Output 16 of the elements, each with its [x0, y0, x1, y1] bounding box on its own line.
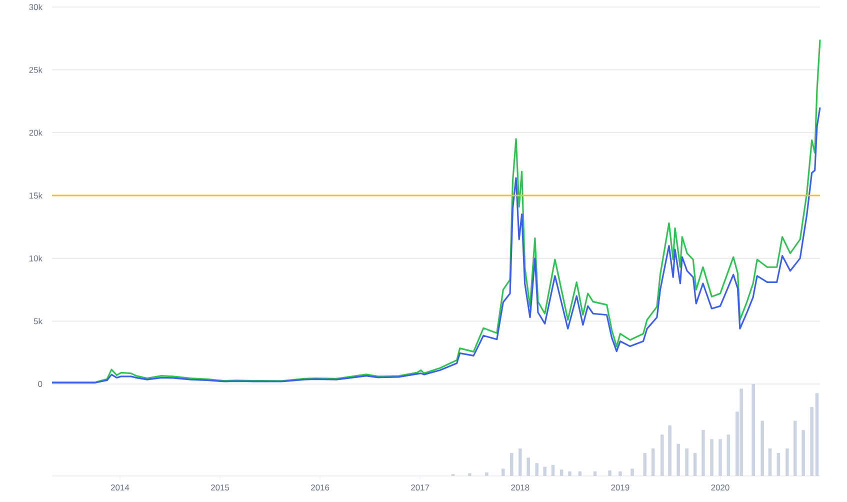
y-tick-label: 15k: [29, 192, 43, 199]
line-series: [51, 106, 821, 384]
x-tick-label: 2018: [511, 484, 530, 490]
y-tick-label: 5k: [34, 318, 43, 324]
x-tick-label: 2017: [411, 484, 430, 490]
x-tick-label: 2016: [311, 484, 330, 490]
x-tick-label: 2020: [711, 484, 730, 490]
y-tick-label: 10k: [29, 255, 43, 262]
y-tick-label: 0: [38, 380, 42, 387]
y-tick-label: 25k: [29, 66, 43, 73]
line-series: [51, 38, 821, 384]
x-tick-label: 2015: [211, 484, 230, 490]
x-tick-label: 2014: [110, 484, 130, 490]
y-tick-label: 30k: [29, 4, 43, 10]
y-tick-label: 20k: [29, 130, 43, 136]
x-tick-label: 2019: [611, 484, 630, 490]
